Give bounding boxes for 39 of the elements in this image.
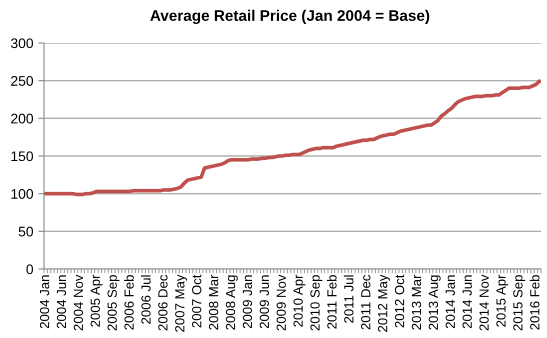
y-tick-label: 100 [11,189,34,199]
x-tick-label: 2006 Jul [140,275,151,324]
x-tick-label: 2006 Feb [124,275,134,330]
x-tick-label: 2009 Jan [242,275,252,328]
x-tick-label: 2016 Feb [530,275,540,330]
y-tick-label: 200 [11,114,34,124]
x-tick-label: 2014 Jan [446,275,455,328]
x-tick-label: 2011 Dec [361,274,370,330]
x-tick-label: 2004 Jun [56,275,66,328]
y-tick-label: 300 [10,38,34,48]
x-tick-label: 2006 Dec [158,274,168,330]
x-tick-label: 2008 Mar [208,274,218,330]
x-tick-label: 2010 Apr [293,274,306,327]
y-tick-label: 250 [11,76,34,86]
x-tick-label: 2009 Nov [276,274,286,330]
x-tick-label: 2015 Sep [513,275,526,330]
x-tick-label: 2005 Sep [108,275,120,330]
x-tick-label: 2004 Jan [40,275,50,328]
x-tick-label: 2008 Aug [226,275,238,330]
y-tick-label: 150 [11,151,34,162]
x-tick-label: 2007 May [175,274,188,332]
chart-title: Average Retail Price (Jan 2004 = Base) [150,10,430,24]
x-tick-label: 2015 Apr [496,274,508,327]
x-tick-label: 2007 Oct [192,274,202,328]
x-tick-label: 2011 Jul [344,275,354,323]
x-tick-label: 2010 Sep [310,275,322,330]
x-tick-label: 2014 Nov [479,274,489,330]
x-tick-label: 2013 Aug [428,275,441,330]
x-tick-label: 2013 Mar [412,274,422,330]
y-tick-label: 0 [26,264,34,274]
x-tick-label: 2012 Oct [394,274,404,328]
x-tick-label: 2009 Jun [260,275,269,328]
x-tick-label: 2012 May [378,274,390,332]
y-tick-label: 50 [18,226,34,237]
x-tick-label: 2005 Apr [90,274,103,327]
x-tick-label: 2014 Jun [462,275,472,328]
x-tick-label: 2004 Nov [74,274,84,330]
x-tick-label: 2011 Feb [326,275,337,329]
line-series [44,80,541,196]
